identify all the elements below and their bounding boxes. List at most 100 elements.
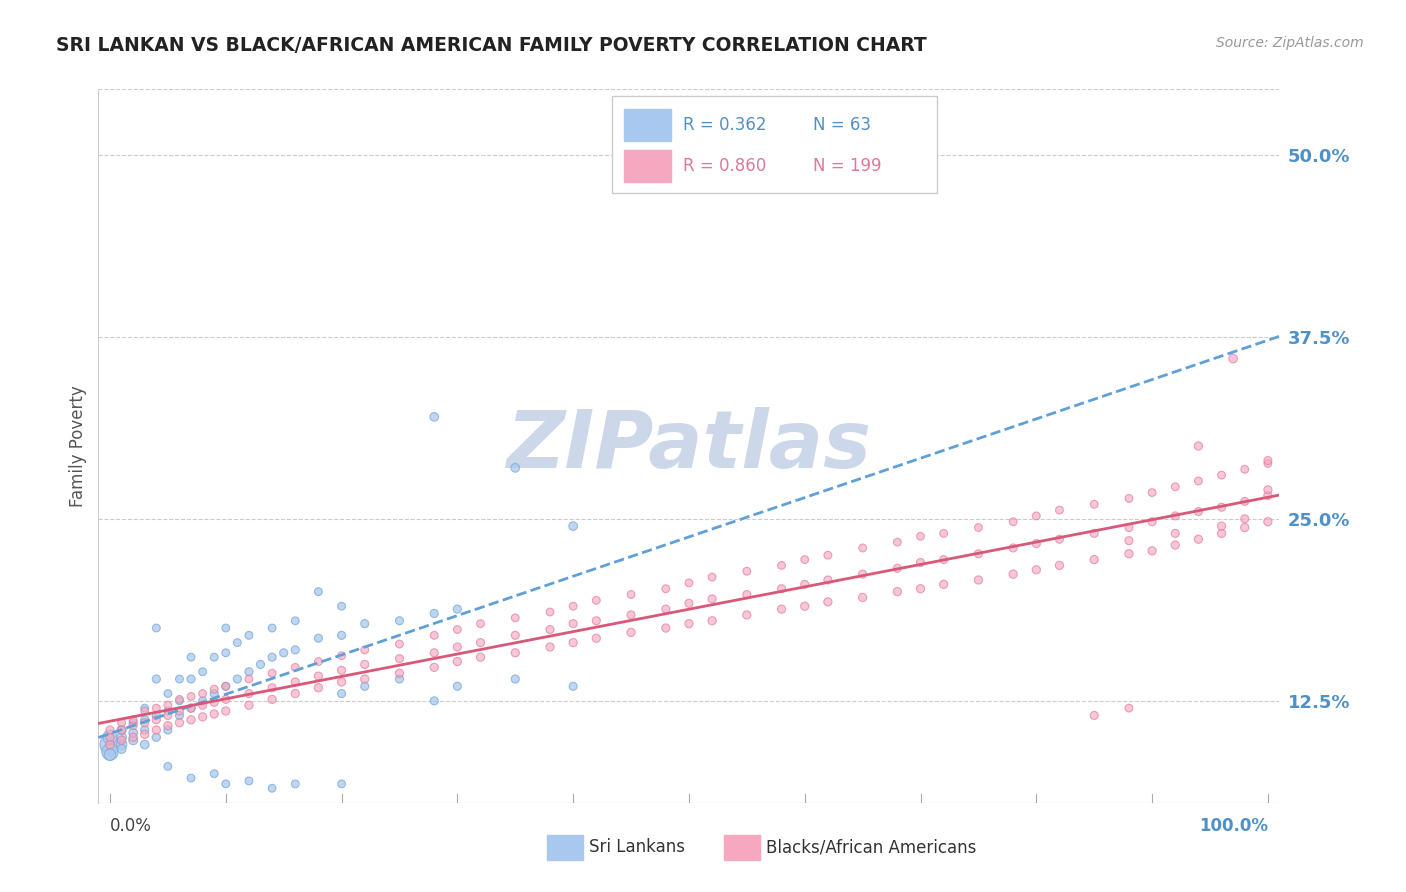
Point [585, 593, 607, 607]
Point [284, 614, 307, 628]
Point [470, 635, 492, 649]
Point [735, 607, 758, 622]
Point [110, 731, 132, 745]
Point [330, 599, 353, 614]
Point [1257, 489, 1279, 503]
Point [330, 674, 353, 689]
Point [169, 708, 191, 723]
Point [562, 616, 585, 631]
Point [852, 567, 875, 582]
Point [238, 628, 260, 642]
Point [910, 529, 932, 543]
Point [273, 646, 295, 660]
Point [262, 781, 284, 796]
Point [817, 595, 839, 609]
Point [284, 643, 307, 657]
Bar [624, 150, 671, 182]
Point [134, 723, 156, 737]
Point [1002, 541, 1025, 555]
Point [110, 723, 132, 737]
Point [180, 701, 202, 715]
Point [180, 690, 202, 704]
Point [202, 695, 225, 709]
Point [1140, 515, 1163, 529]
Point [817, 548, 839, 562]
Point [145, 672, 167, 686]
Point [134, 704, 156, 718]
Point [1118, 491, 1140, 506]
Point [238, 774, 260, 789]
Point [284, 687, 307, 701]
Point [1025, 508, 1047, 523]
Point [1211, 500, 1233, 515]
Point [1025, 563, 1047, 577]
Point [262, 692, 284, 706]
Point [1211, 526, 1233, 541]
Bar [624, 109, 671, 141]
Point [169, 704, 191, 718]
Point [735, 564, 758, 578]
Point [967, 520, 990, 534]
Point [388, 672, 411, 686]
Point [1257, 457, 1279, 471]
Point [215, 679, 238, 693]
Point [1049, 532, 1071, 546]
Point [503, 672, 526, 686]
Point [330, 648, 353, 663]
Point [470, 650, 492, 665]
Text: N = 63: N = 63 [813, 116, 870, 134]
Point [655, 582, 678, 596]
Point [110, 742, 132, 756]
Point [134, 701, 156, 715]
Point [262, 650, 284, 665]
Point [700, 570, 723, 584]
Point [215, 704, 238, 718]
Point [793, 552, 815, 566]
Text: N = 199: N = 199 [813, 157, 882, 175]
Point [122, 726, 145, 740]
Y-axis label: Family Poverty: Family Poverty [69, 385, 87, 507]
Point [700, 591, 723, 606]
Point [700, 614, 723, 628]
Point [446, 623, 468, 637]
Point [770, 558, 793, 573]
Point [817, 573, 839, 587]
Point [1211, 519, 1233, 533]
Point [145, 701, 167, 715]
Point [353, 679, 375, 693]
Point [122, 733, 145, 747]
Point [1118, 520, 1140, 534]
Point [98, 745, 121, 759]
Point [110, 733, 132, 747]
Point [423, 660, 446, 674]
Point [134, 738, 156, 752]
Point [886, 535, 908, 549]
Point [191, 698, 214, 713]
Point [145, 621, 167, 635]
Point [932, 552, 955, 566]
Point [122, 718, 145, 732]
Point [180, 771, 202, 785]
Point [388, 614, 411, 628]
Point [180, 701, 202, 715]
Point [191, 710, 214, 724]
Point [1025, 536, 1047, 550]
Point [180, 672, 202, 686]
Point [1083, 708, 1105, 723]
Point [770, 582, 793, 596]
Point [585, 632, 607, 646]
Point [503, 628, 526, 642]
Point [423, 628, 446, 642]
Point [1233, 462, 1256, 476]
Point [678, 616, 700, 631]
Point [1233, 494, 1256, 508]
Point [215, 692, 238, 706]
Point [169, 694, 191, 708]
Point [191, 694, 214, 708]
Point [202, 766, 225, 780]
Point [169, 672, 191, 686]
Point [446, 602, 468, 616]
Point [284, 660, 307, 674]
Point [562, 679, 585, 693]
Bar [547, 835, 582, 860]
